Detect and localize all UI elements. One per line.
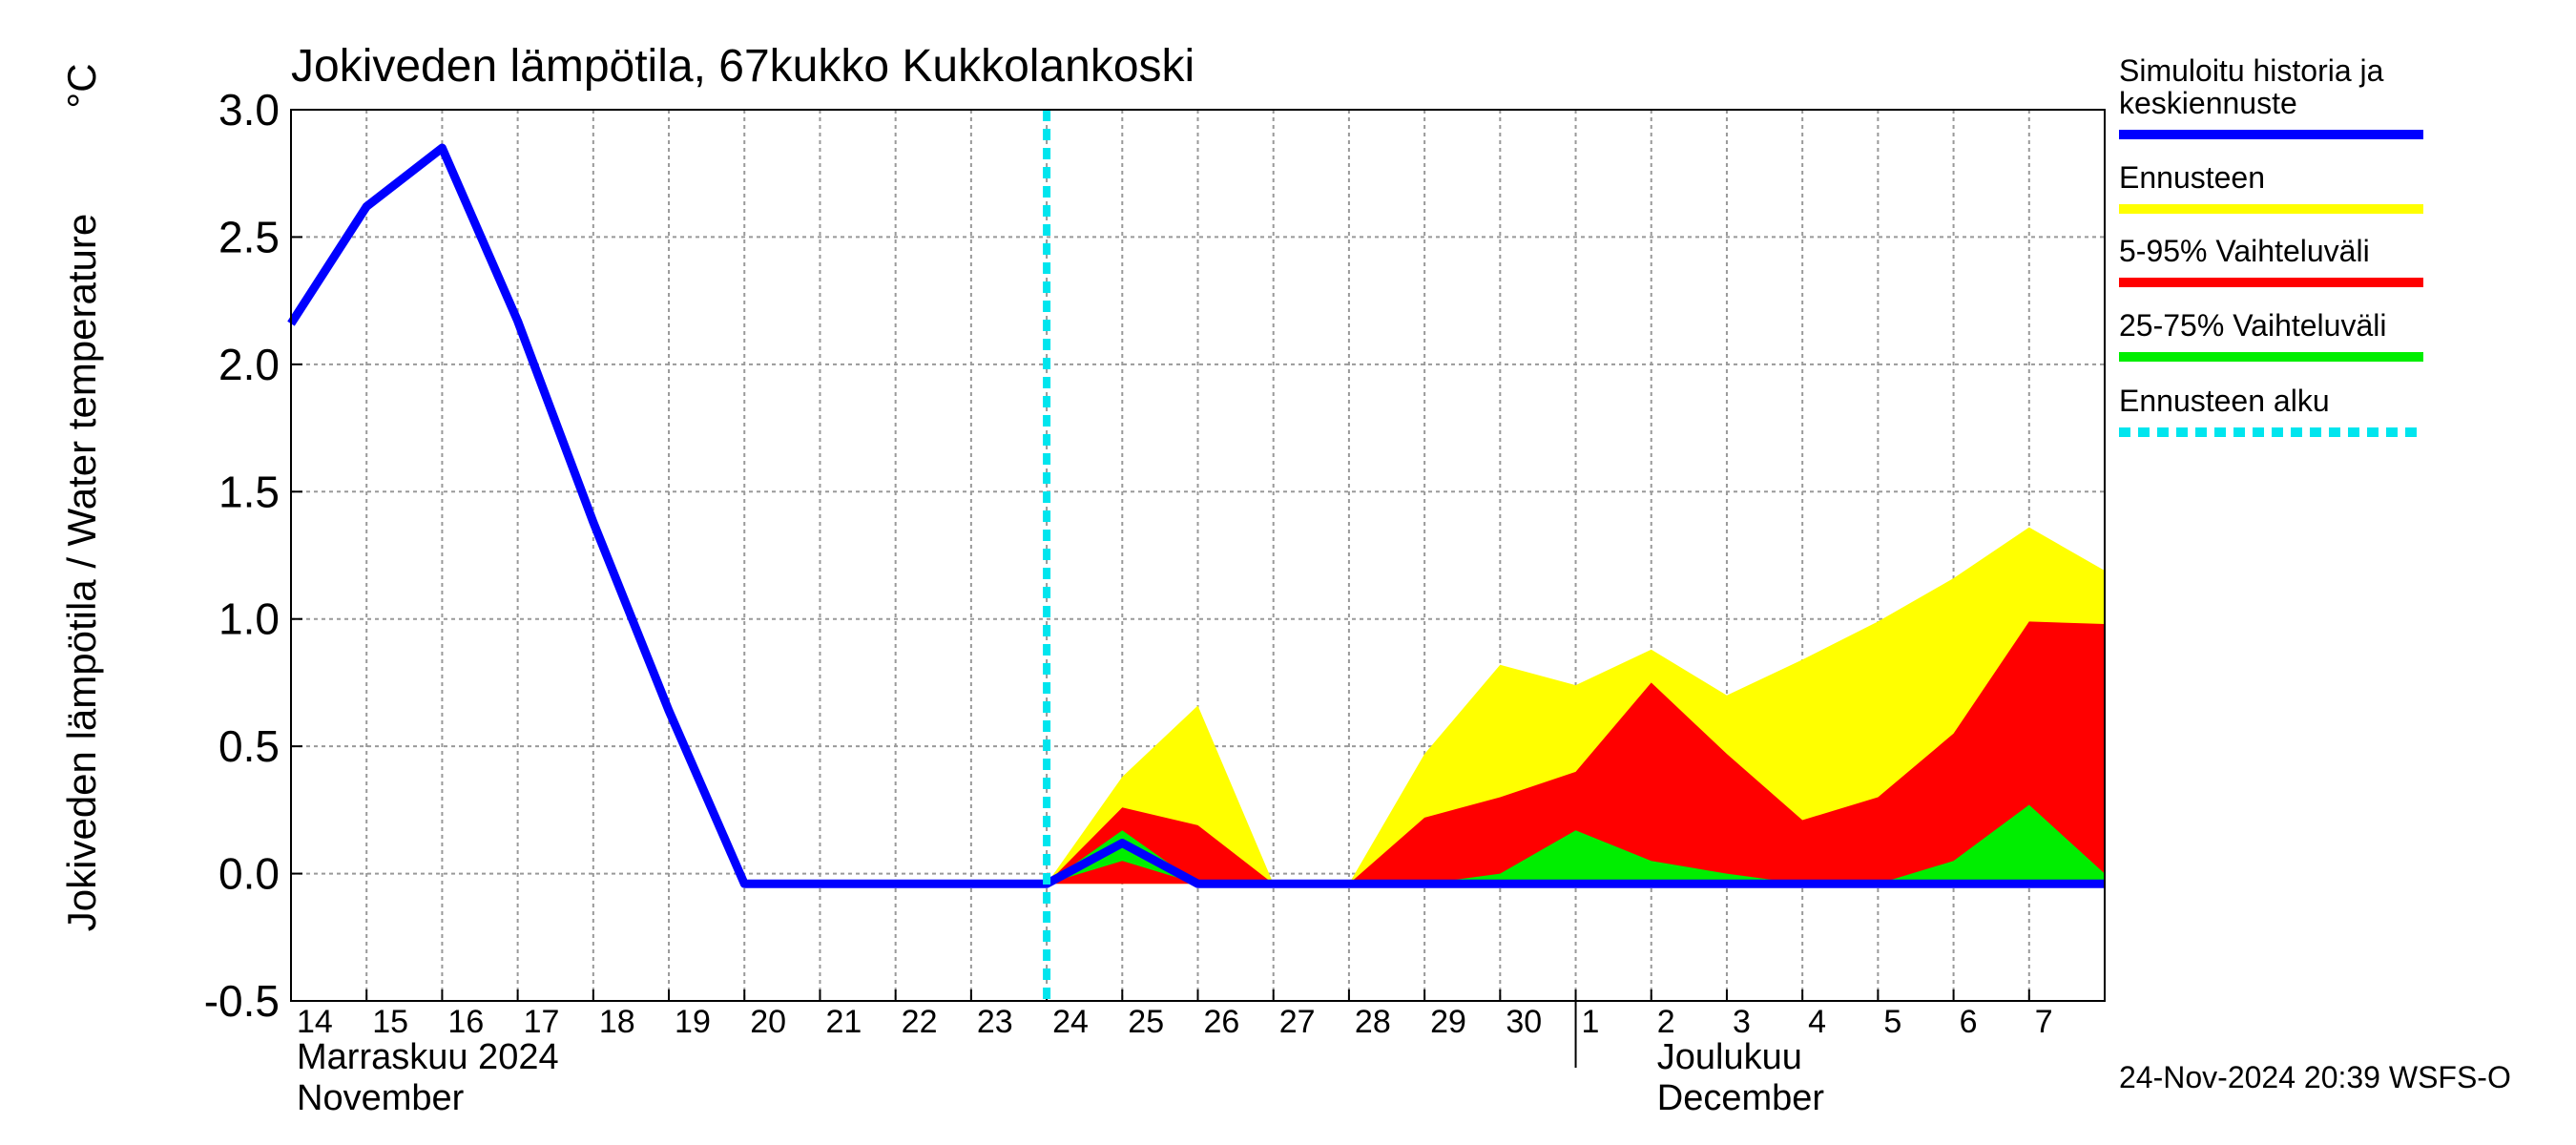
legend-label-box: Ennusteen alku: [2119, 385, 2330, 418]
y-axis-unit: °C: [59, 63, 104, 108]
y-tick-label: 2.5: [218, 212, 280, 261]
plot-frame: [290, 109, 2106, 1002]
x-tick-label: 4: [1808, 1004, 1826, 1040]
x-tick-label: 2: [1657, 1004, 1675, 1040]
x-tick-label: 29: [1430, 1004, 1466, 1040]
y-tick-label: 2.0: [218, 340, 280, 389]
month-label: Marraskuu 2024: [297, 1037, 559, 1077]
band-area: [1047, 527, 2105, 885]
y-tick-label: 3.0: [218, 85, 280, 135]
legend-label: 5-95% Vaihteluväli: [2119, 235, 2370, 268]
x-tick-label: 18: [599, 1004, 635, 1040]
x-tick-label: 14: [297, 1004, 333, 1040]
series-line: [287, 143, 2105, 888]
x-tick-label: 3: [1733, 1004, 1751, 1040]
legend-label: Simuloitu historia ja keskiennuste: [2119, 54, 2384, 120]
legend-label: 25-75% Vaihteluväli: [2119, 309, 2387, 343]
y-tick-label: 1.5: [218, 467, 280, 516]
y-tick-label: 0.5: [218, 721, 280, 771]
y-tick-label: 1.0: [218, 594, 280, 644]
x-tick-label: 24: [1052, 1004, 1089, 1040]
x-tick-label: 15: [372, 1004, 408, 1040]
x-tick-label: 22: [902, 1004, 938, 1040]
band-area: [1047, 621, 2105, 885]
x-tick-label: 27: [1279, 1004, 1316, 1040]
x-tick-label: 5: [1883, 1004, 1901, 1040]
legend-label-box: Ennusteen vaihteluväli: [2119, 161, 2270, 198]
x-tick-label: 28: [1355, 1004, 1391, 1040]
x-tick-label: 23: [977, 1004, 1013, 1040]
legend-label-box: 25-75% Vaihteluväli: [2119, 309, 2387, 343]
chart-title: Jokiveden lämpötila, 67kukko Kukkolankos…: [291, 41, 1195, 92]
legend-label: Ennusteen vaihteluväli: [2119, 161, 2270, 198]
x-tick-label: 30: [1506, 1004, 1542, 1040]
x-tick-label: 16: [447, 1004, 484, 1040]
x-tick-label: 7: [2035, 1004, 2053, 1040]
x-tick-label: 1: [1582, 1004, 1600, 1040]
x-tick-label: 6: [1960, 1004, 1978, 1040]
x-tick-label: 19: [675, 1004, 711, 1040]
x-tick-label: 21: [825, 1004, 862, 1040]
x-tick-label: 25: [1128, 1004, 1164, 1040]
month-label-en: November: [297, 1078, 465, 1118]
month-label-en: December: [1657, 1078, 1825, 1118]
band-area: [1047, 804, 2105, 885]
legend-label-box: 5-95% Vaihteluväli: [2119, 235, 2370, 268]
x-tick-label: 20: [750, 1004, 786, 1040]
y-tick-label: 0.0: [218, 849, 280, 899]
timestamp: 24-Nov-2024 20:39 WSFS-O: [2119, 1060, 2511, 1094]
x-tick-label: 17: [524, 1004, 560, 1040]
x-tick-label: 26: [1204, 1004, 1240, 1040]
legend-label-box: Simuloitu historia ja keskiennuste: [2119, 54, 2384, 120]
month-label: Joulukuu: [1657, 1037, 1802, 1077]
y-axis-label: Jokiveden lämpötila / Water temperature: [59, 214, 104, 931]
legend-label: Ennusteen alku: [2119, 385, 2330, 418]
y-tick-label: -0.5: [204, 976, 280, 1026]
